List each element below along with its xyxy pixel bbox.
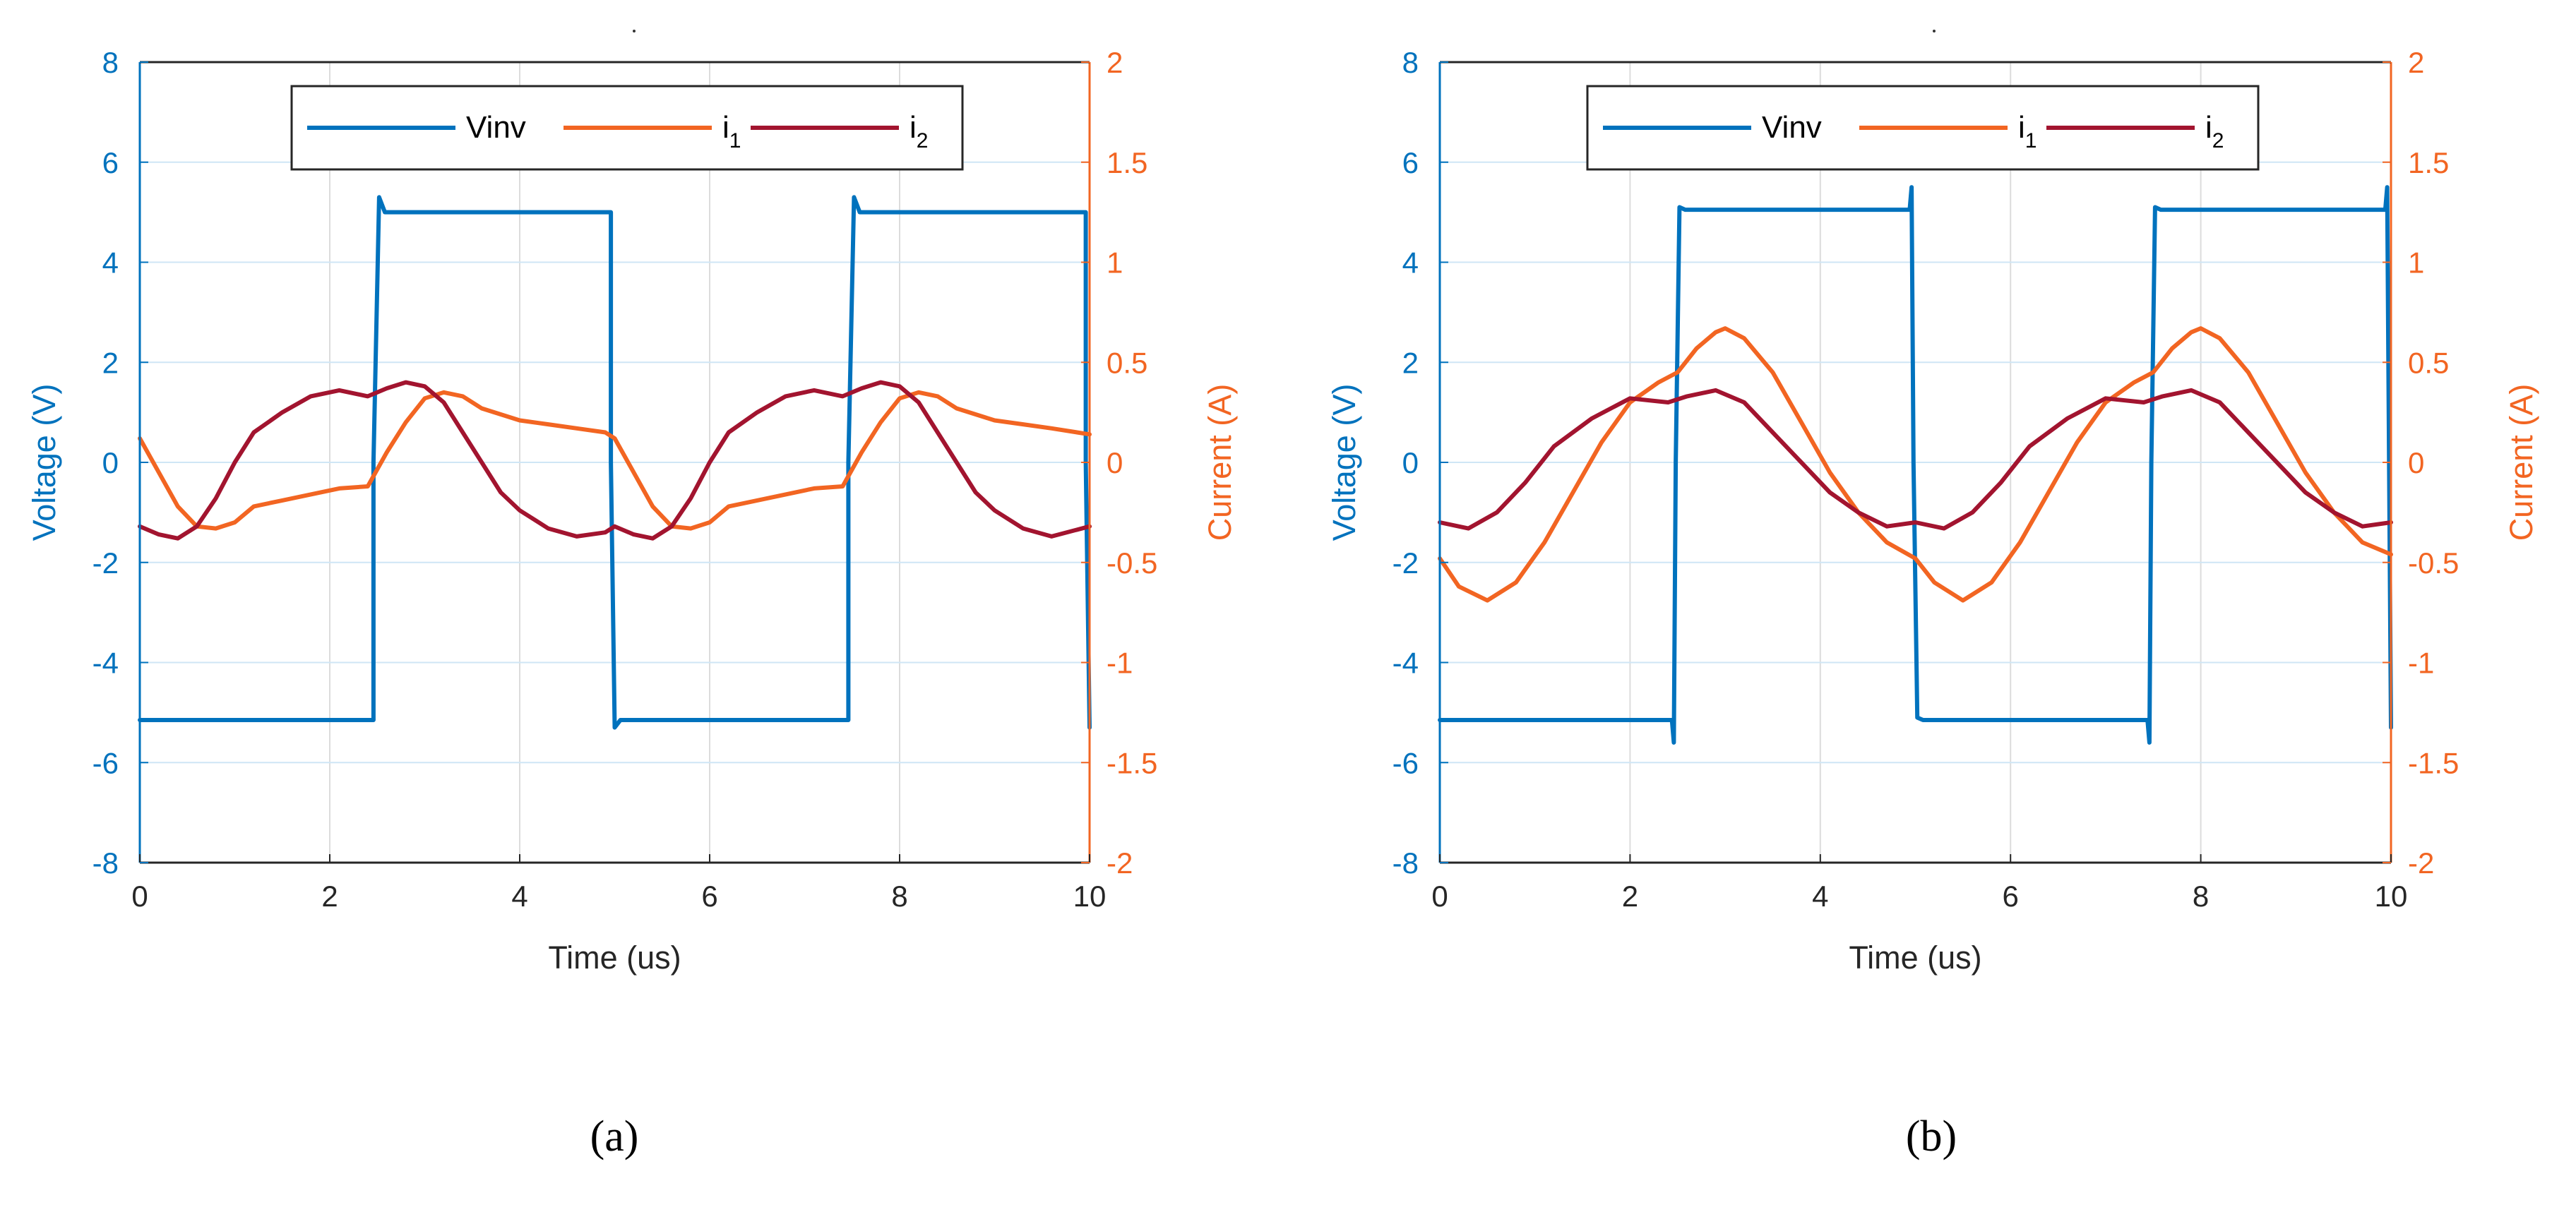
tick-label-x: 0 <box>1431 880 1448 913</box>
tick-label-y-right: -0.5 <box>2408 546 2459 580</box>
tick-label-y-right: 2 <box>2408 46 2424 79</box>
tick-label-y-left: 8 <box>1402 46 1419 79</box>
tick-label-y-right: -0.5 <box>1107 546 1157 580</box>
tick-label-y-left: -4 <box>93 647 119 680</box>
tick-label-y-right: 1.5 <box>2408 146 2449 179</box>
y-axis-label-left: Voltage (V) <box>26 384 62 541</box>
y-axis-label-left: Voltage (V) <box>1326 384 1362 541</box>
tick-label-y-right: 2 <box>1107 46 1123 79</box>
tick-label-x: 6 <box>2003 880 2019 913</box>
legend: Vinv i1 i2 <box>1586 85 2260 171</box>
legend-subscript: 2 <box>2212 129 2224 152</box>
tick-label-y-right: 0 <box>1107 446 1123 479</box>
tick-label-x: 0 <box>131 880 148 913</box>
series-line-vinv <box>138 195 1092 730</box>
legend-label-vinv: Vinv <box>466 110 526 145</box>
series-line-i2 <box>138 380 1092 541</box>
x-axis-label: Time (us) <box>548 940 681 976</box>
tick-label-y-right: -1 <box>2408 647 2434 680</box>
tick-label-y-left: 0 <box>1402 446 1419 479</box>
legend-subscript: 2 <box>917 129 929 152</box>
tick-label-x: 8 <box>2193 880 2209 913</box>
tick-label-x: 4 <box>511 880 527 913</box>
tick-label-y-left: 4 <box>102 246 119 280</box>
series-line-i2 <box>1438 388 2393 531</box>
tick-label-y-left: -6 <box>1393 746 1419 779</box>
tick-label-y-right: -2 <box>2408 846 2434 880</box>
tick-label-x: 2 <box>1622 880 1638 913</box>
legend-subscript: 1 <box>2025 129 2037 152</box>
tick-label-x: 6 <box>701 880 717 913</box>
tick-label-y-right: -1.5 <box>1107 746 1157 779</box>
tick-label-x: 10 <box>1073 880 1107 913</box>
tick-label-y-left: 6 <box>1402 146 1419 179</box>
tick-label-x: 8 <box>891 880 907 913</box>
tick-label-y-left: 6 <box>102 146 119 179</box>
tick-label-y-left: 0 <box>102 446 119 479</box>
tick-label-y-left: -4 <box>1393 647 1419 680</box>
legend-subscript: 1 <box>729 129 741 152</box>
legend-label-vinv: Vinv <box>1762 110 1822 145</box>
title-dot <box>1933 30 1936 32</box>
tick-label-y-left: -2 <box>1393 546 1419 580</box>
panel-caption: (b) <box>1906 1113 1957 1161</box>
tick-label-y-left: -6 <box>93 746 119 779</box>
panel-caption: (a) <box>590 1113 639 1161</box>
tick-label-y-left: 2 <box>102 346 119 379</box>
tick-label-y-left: -8 <box>1393 846 1419 880</box>
tick-label-y-right: -2 <box>1107 846 1133 880</box>
title-dot <box>633 30 636 32</box>
legend: Vinv i1 i2 <box>290 85 964 171</box>
tick-label-y-right: 1.5 <box>1107 146 1147 179</box>
tick-label-y-left: 4 <box>1402 246 1419 280</box>
tick-label-x: 10 <box>2375 880 2408 913</box>
tick-label-x: 2 <box>321 880 338 913</box>
x-axis-label: Time (us) <box>1849 940 1981 976</box>
tick-label-y-right: -1.5 <box>2408 746 2459 779</box>
series-line-vinv <box>1438 185 2393 745</box>
tick-label-y-left: -8 <box>93 846 119 880</box>
tick-label-y-right: 1 <box>2408 246 2424 280</box>
tick-label-x: 4 <box>1812 880 1828 913</box>
chart-panel-b: 0 2 4 6 8 10 -8 -6 -4 -2 0 2 4 6 8 -2 -1.5 -1 -0.5 0 0.5 1 1.5… <box>1326 30 2539 1161</box>
series-line-i1 <box>138 390 1092 531</box>
tick-label-y-right: 0.5 <box>2408 346 2449 379</box>
tick-label-y-right: 0.5 <box>1107 346 1147 379</box>
tick-label-y-right: -1 <box>1107 647 1133 680</box>
tick-label-y-left: 2 <box>1402 346 1419 379</box>
y-axis-label-right: Current (A) <box>2503 384 2539 541</box>
tick-label-y-left: 8 <box>102 46 119 79</box>
tick-label-y-left: -2 <box>93 546 119 580</box>
tick-label-y-right: 1 <box>1107 246 1123 280</box>
series-line-i1 <box>1438 326 2393 603</box>
chart-panel-a: 0 2 4 6 8 10 -8 -6 -4 -2 0 2 4 6 8 -2 -1.5 -1 -0.5 0 0.5 1 1.5… <box>26 30 1238 1161</box>
tick-label-y-right: 0 <box>2408 446 2424 479</box>
y-axis-label-right: Current (A) <box>1202 384 1238 541</box>
